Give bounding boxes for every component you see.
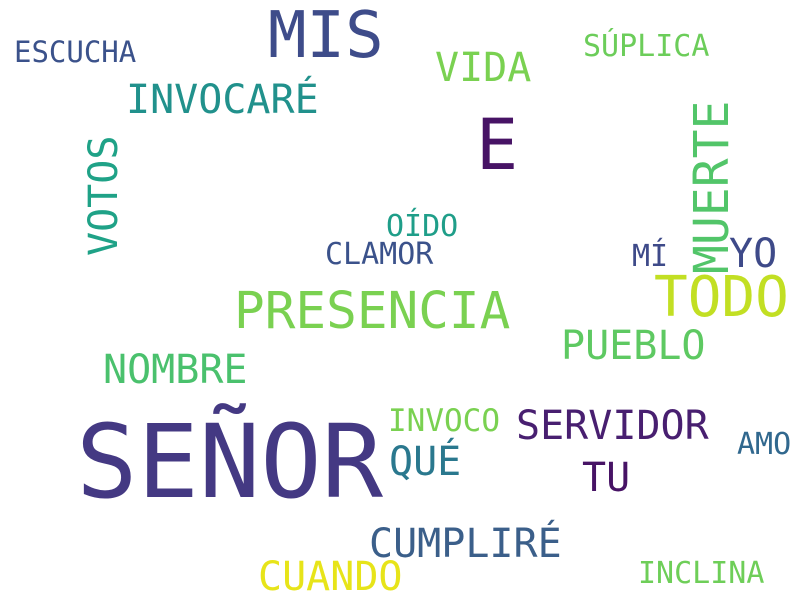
word-invoco: INVOCO (388, 403, 500, 439)
word-cumplire: CUMPLIRÉ (369, 521, 562, 567)
word-oido: OÍDO (386, 209, 459, 244)
word-yo: YO (729, 231, 778, 277)
word-mi: MÍ (632, 239, 669, 274)
word-senor: SEÑOR (76, 403, 384, 522)
word-clamor: CLAMOR (325, 237, 434, 272)
word-invocare: INVOCARÉ (126, 77, 319, 123)
word-vida: VIDA (435, 45, 532, 91)
word-votos: VOTOS (81, 135, 127, 256)
word-pueblo: PUEBLO (561, 323, 706, 369)
word-que: QUÉ (389, 439, 462, 485)
word-suplica: SÚPLICA (583, 29, 710, 64)
word-nombre: NOMBRE (103, 347, 248, 393)
word-todo: TODO (654, 265, 789, 330)
word-servidor: SERVIDOR (516, 403, 709, 449)
word-cuando: CUANDO (258, 554, 403, 600)
word-tu: TU (582, 455, 631, 501)
word-mis: MIS (268, 0, 384, 73)
word-presencia: PRESENCIA (234, 282, 511, 341)
word-e: E (476, 104, 519, 186)
word-amo: AMO (737, 427, 792, 462)
word-escucha: ESCUCHA (14, 35, 137, 69)
word-inclina: INCLINA (638, 556, 765, 591)
